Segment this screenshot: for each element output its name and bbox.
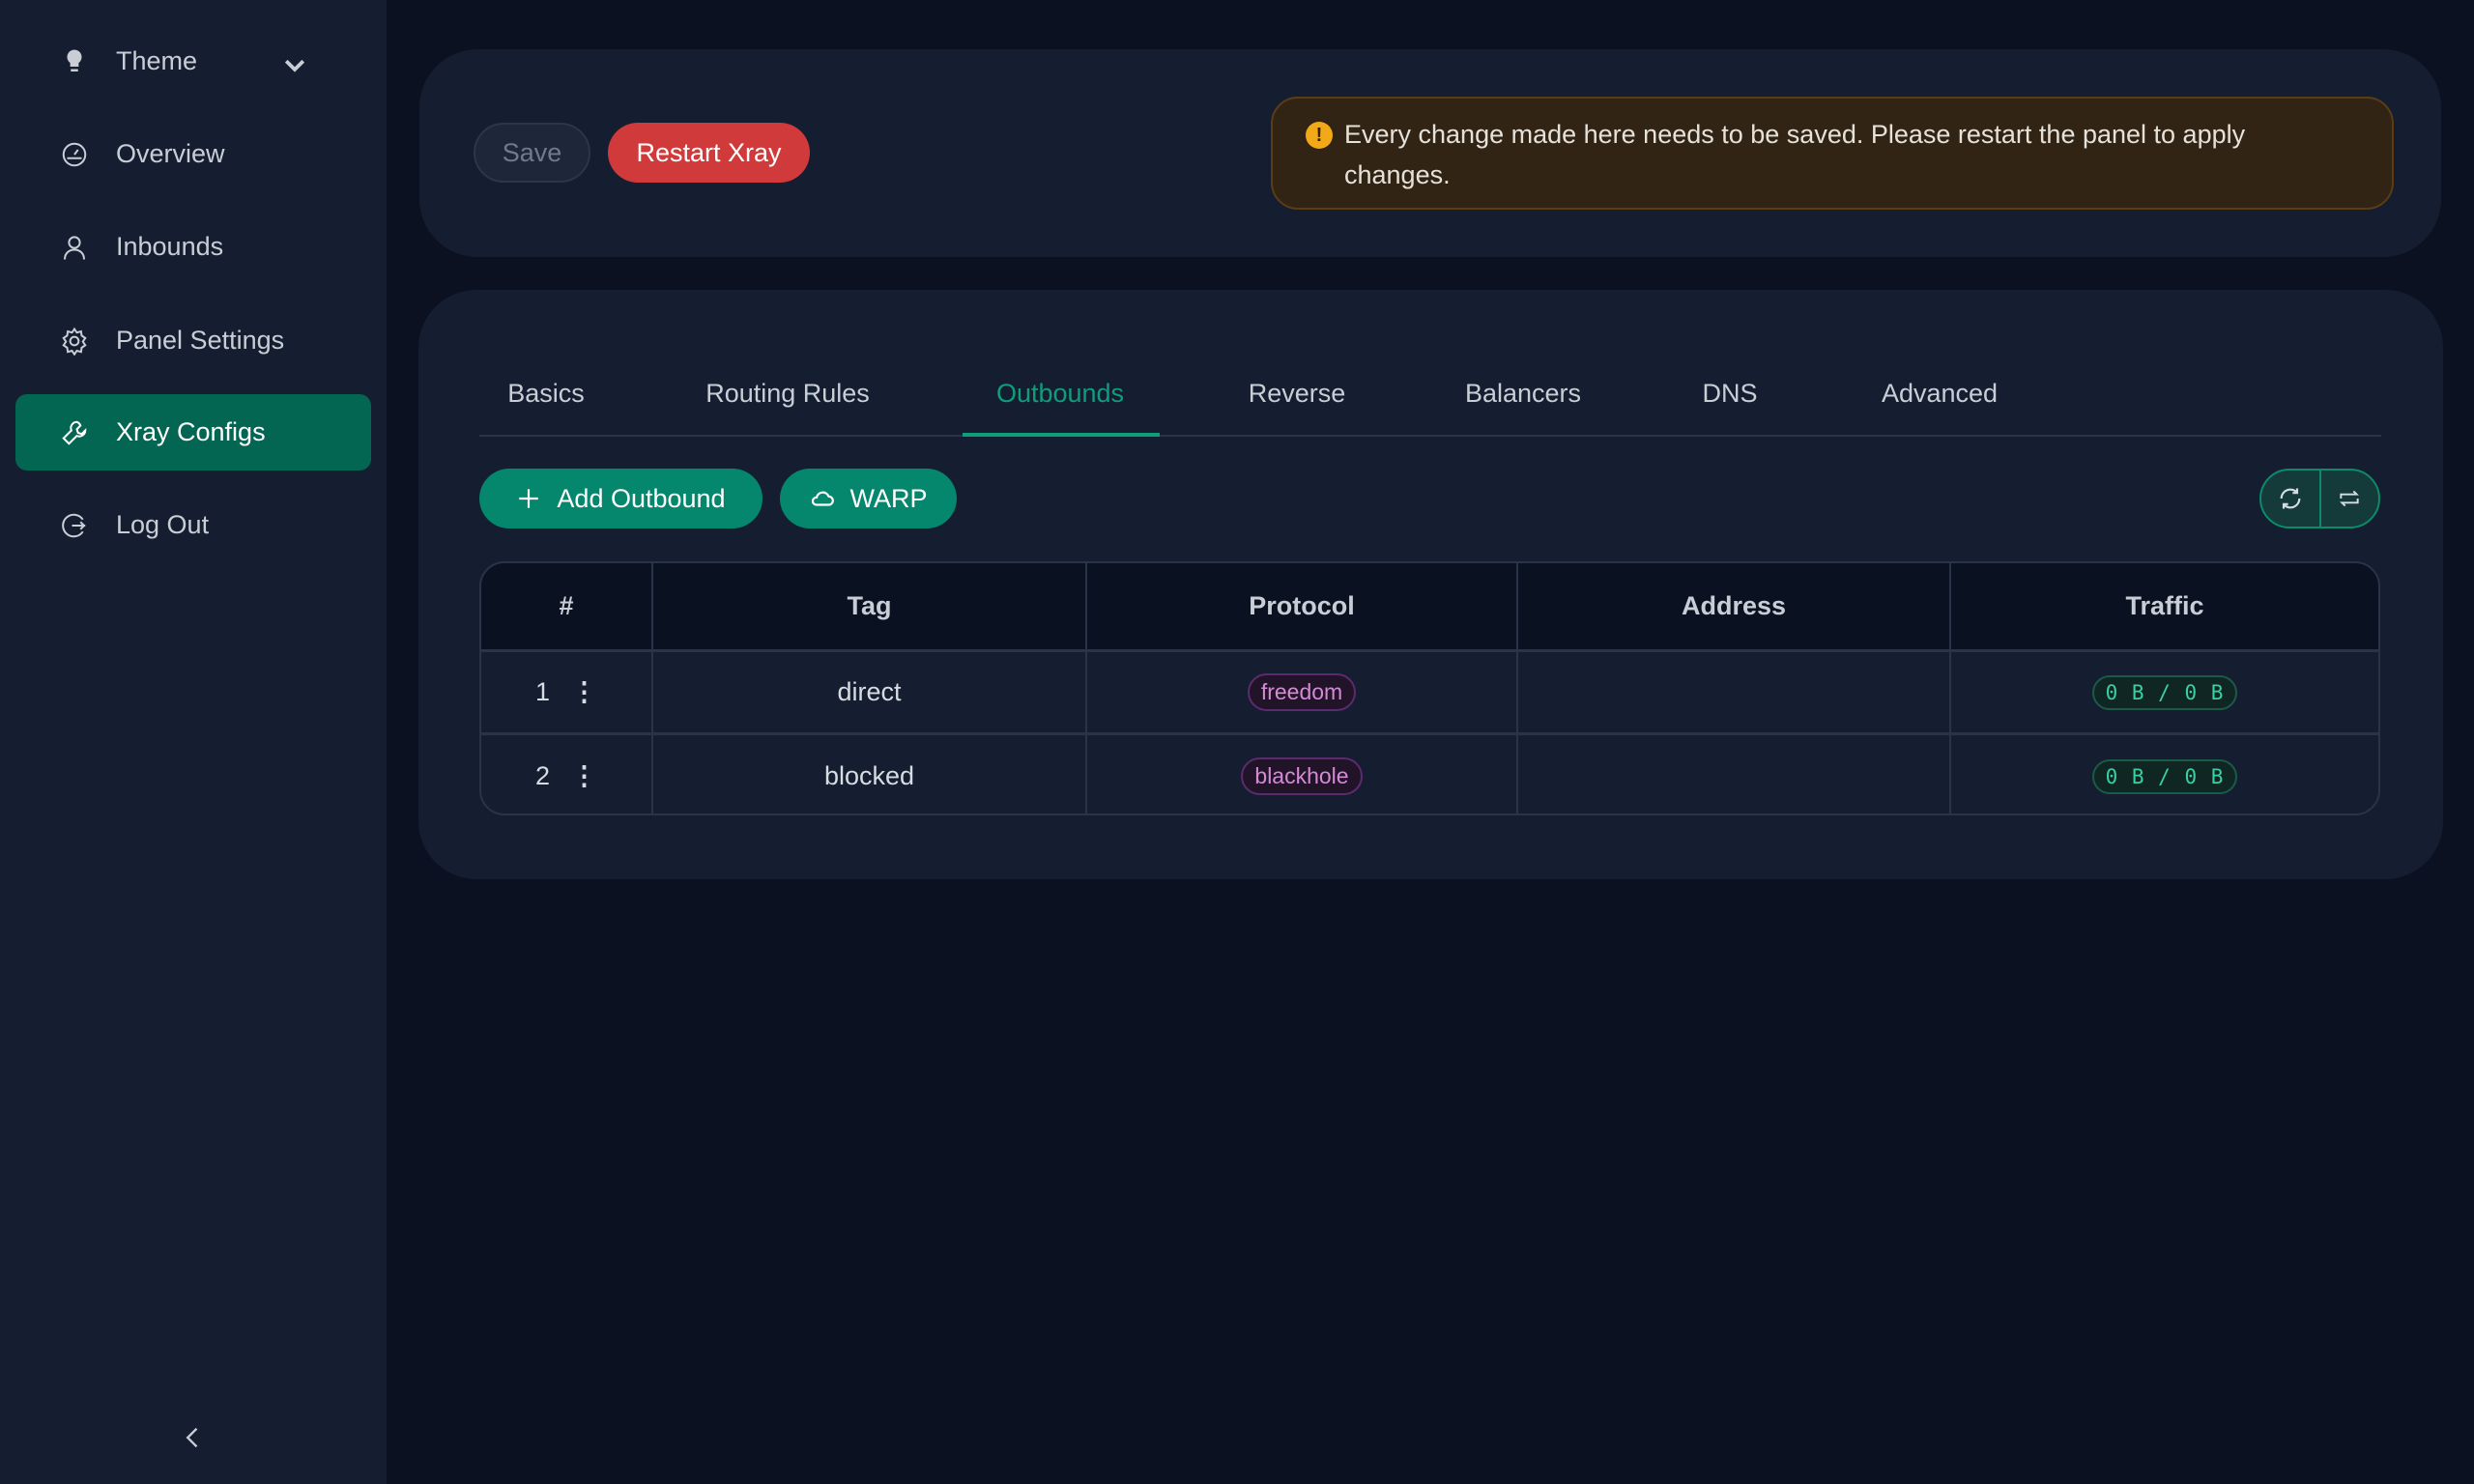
collapse-sidebar-icon[interactable] [180,1424,207,1451]
add-outbound-label: Add Outbound [557,483,726,513]
tab-routing-rules[interactable]: Routing Rules [705,379,870,408]
sidebar-item-label: Overview [116,139,225,168]
sidebar-item-label: Panel Settings [116,326,285,355]
refresh-icon [2280,488,2301,509]
warning-alert: ! Every change made here needs to be sav… [1271,97,2394,210]
active-tab-indicator [963,433,1160,437]
row-index-cell: 1 ⋮ [481,652,653,732]
row-tag: direct [653,652,1087,732]
table-actions-group [2259,469,2380,528]
sidebar-item-inbounds[interactable]: Inbounds [15,209,371,285]
column-header-protocol: Protocol [1087,563,1518,649]
sidebar: Theme Overview Inbounds Panel Settings X… [0,0,387,1484]
sidebar-item-theme[interactable]: Theme [15,23,371,100]
sidebar-item-panel-settings[interactable]: Panel Settings [15,302,371,379]
row-index: 1 [534,677,551,706]
table-row: 1 ⋮ direct freedom 0 B / 0 B [481,652,2378,735]
row-address [1518,652,1951,732]
warp-label: WARP [849,483,928,513]
row-traffic-cell: 0 B / 0 B [1951,735,2378,813]
gear-icon [62,327,87,356]
column-header-tag: Tag [653,563,1087,649]
outbounds-table: # Tag Protocol Address Traffic 1 ⋮ direct… [479,561,2380,815]
save-button[interactable]: Save [474,123,590,183]
warp-button[interactable]: WARP [780,469,957,528]
refresh-button[interactable] [2261,471,2321,527]
column-header-index: # [481,563,653,649]
table-row: 2 ⋮ blocked blackhole 0 B / 0 B [481,735,2378,813]
row-traffic-cell: 0 B / 0 B [1951,652,2378,732]
row-protocol-cell: freedom [1087,652,1518,732]
tab-reverse[interactable]: Reverse [1248,379,1346,408]
sidebar-item-overview[interactable]: Overview [15,116,371,192]
tab-bar: Basics Routing Rules Outbounds Reverse B… [479,367,2381,437]
protocol-badge: blackhole [1241,757,1363,795]
tab-advanced[interactable]: Advanced [1881,379,1999,408]
row-index: 2 [534,761,551,790]
cloud-icon [811,491,834,506]
dashboard-icon [62,142,87,166]
sidebar-item-xray-configs[interactable]: Xray Configs [15,394,371,471]
tab-basics[interactable]: Basics [507,379,585,408]
row-address [1518,735,1951,813]
plus-icon [519,489,539,508]
bulb-icon [67,48,82,71]
sidebar-item-label: Theme [116,46,198,75]
protocol-badge: freedom [1247,673,1357,711]
add-outbound-button[interactable]: Add Outbound [479,469,762,528]
table-header: # Tag Protocol Address Traffic [481,563,2378,652]
more-actions-icon[interactable]: ⋮ [571,677,598,706]
sidebar-item-label: Inbounds [116,232,224,261]
logout-icon [62,513,86,537]
tab-outbounds[interactable]: Outbounds [995,379,1125,408]
row-index-cell: 2 ⋮ [481,735,653,813]
traffic-badge: 0 B / 0 B [2091,674,2238,710]
traffic-badge: 0 B / 0 B [2091,758,2238,794]
row-protocol-cell: blackhole [1087,735,1518,813]
exclamation-icon: ! [1306,122,1333,149]
sidebar-item-label: Xray Configs [116,417,266,446]
restart-xray-button[interactable]: Restart Xray [608,123,810,183]
row-tag: blocked [653,735,1087,813]
alert-text: Every change made here needs to be saved… [1344,120,2246,189]
tab-balancers[interactable]: Balancers [1464,379,1582,408]
swap-icon [2340,490,2360,507]
column-header-traffic: Traffic [2125,591,2204,620]
more-actions-icon[interactable]: ⋮ [571,761,598,790]
chevron-down-icon[interactable] [280,50,309,79]
reset-traffic-button[interactable] [2321,471,2379,527]
column-header-address: Address [1518,563,1951,649]
tool-icon [62,420,87,445]
user-icon [64,235,85,260]
sidebar-item-log-out[interactable]: Log Out [15,487,371,563]
sidebar-item-label: Log Out [116,510,210,539]
tab-dns[interactable]: DNS [1702,379,1758,408]
